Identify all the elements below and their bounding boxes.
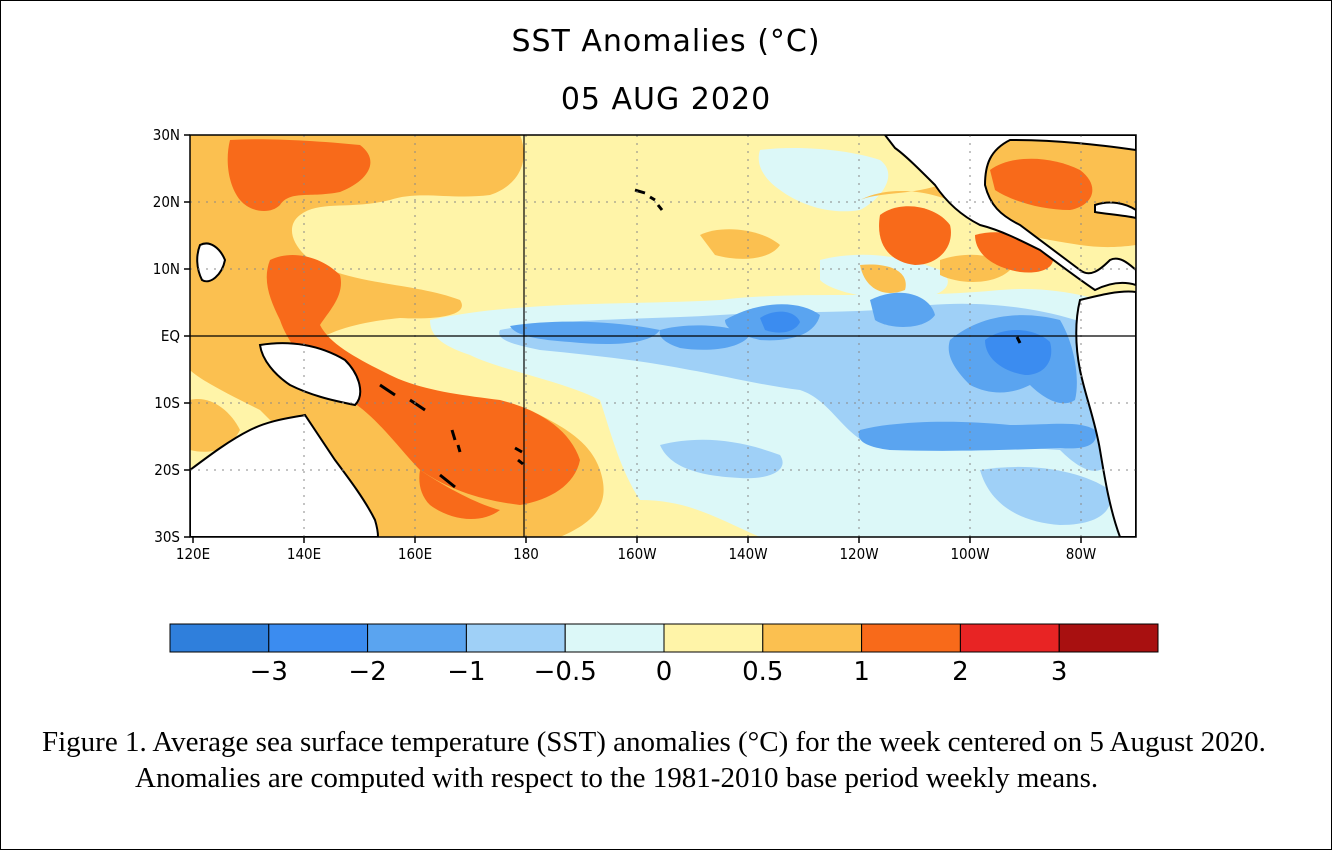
figure-caption: Figure 1. Average sea surface temperatur… xyxy=(42,726,1266,794)
cold-patch-equatorial-4 xyxy=(870,292,935,327)
cold-core-east xyxy=(985,330,1052,375)
colorbar-label: 3 xyxy=(1051,657,1068,687)
colorbar-swatch xyxy=(959,623,1060,653)
colorbar-label: −0.5 xyxy=(534,657,597,687)
lat-label: 30N xyxy=(153,126,180,144)
cold-patch-south xyxy=(660,439,783,479)
colorbar-label: 1 xyxy=(853,657,870,687)
warm-core-western-tropics xyxy=(266,255,580,505)
warm-core-caribbean xyxy=(990,158,1093,210)
island-hawaii xyxy=(634,188,664,211)
colorbar-label: 0 xyxy=(656,657,673,687)
colorbar-swatch xyxy=(169,623,270,653)
land-north-america xyxy=(883,135,1136,292)
colorbar xyxy=(169,623,1159,653)
lon-label: 180 xyxy=(513,545,539,563)
warm-patch-south-west-edge xyxy=(190,399,240,452)
latitude-labels: 30N 20N 10N EQ 10S 20S 30S xyxy=(153,126,190,546)
land-australia xyxy=(190,413,380,537)
island-solomons xyxy=(379,383,426,412)
lat-label: 10N xyxy=(153,260,180,278)
colorbar-swatch xyxy=(663,623,764,653)
lon-label: 160E xyxy=(398,545,432,563)
colorbar-label: 2 xyxy=(952,657,969,687)
lat-label: 30S xyxy=(154,528,180,546)
warm-patch-north-central xyxy=(700,229,780,259)
colorbar-labels: −3 −2 −1 −0.5 0 0.5 1 2 3 xyxy=(250,657,1068,687)
figure-title: SST Anomalies (°C) xyxy=(511,24,821,59)
warm-patch-east-1 xyxy=(860,264,906,293)
colorbar-swatch xyxy=(465,623,566,653)
warm-core-northwest xyxy=(227,139,371,212)
colorbar-swatch xyxy=(367,623,467,653)
lat-label: 10S xyxy=(154,394,180,412)
colorbar-swatch xyxy=(268,623,369,653)
lon-label: 80W xyxy=(1066,545,1097,563)
land-philippines xyxy=(196,242,227,283)
neutral-cool-north xyxy=(758,148,889,212)
lon-label: 120W xyxy=(839,545,878,563)
lon-label: 120E xyxy=(176,545,210,563)
longitude-labels: 120E 140E 160E 180 160W 140W 120W 100W 80W xyxy=(176,537,1096,563)
warm-core-northeast-1 xyxy=(879,206,951,265)
island-new-caledonia xyxy=(439,473,456,489)
lon-label: 100W xyxy=(950,545,989,563)
land-new-guinea xyxy=(258,342,362,407)
cold-patch-equatorial-1 xyxy=(510,321,660,345)
land-cuba xyxy=(1094,201,1136,220)
lat-label: 20N xyxy=(153,193,180,211)
colorbar-label: −3 xyxy=(250,657,288,687)
island-fiji xyxy=(514,446,524,466)
warm-core-southwest xyxy=(419,470,500,520)
colorbar-swatch xyxy=(564,623,665,653)
lon-label: 140E xyxy=(287,545,321,563)
island-galapagos xyxy=(1015,336,1022,344)
lon-label: 140W xyxy=(728,545,767,563)
colorbar-swatch xyxy=(1058,623,1159,653)
cold-core-central xyxy=(760,311,800,333)
lat-label: EQ xyxy=(161,327,180,345)
lat-label: 20S xyxy=(154,461,180,479)
cold-patch-southeast-2 xyxy=(858,421,1096,451)
cold-patch-equatorial-2 xyxy=(659,325,750,350)
colorbar-swatch xyxy=(861,623,961,653)
colorbar-label: 0.5 xyxy=(742,657,783,687)
figure-date: 05 AUG 2020 xyxy=(560,82,772,117)
colorbar-swatch xyxy=(762,623,863,653)
colorbar-label: −2 xyxy=(348,657,386,687)
cold-patch-southeast xyxy=(980,466,1111,525)
island-vanuatu xyxy=(450,429,462,453)
colorbar-label: −1 xyxy=(447,657,485,687)
land-south-america xyxy=(1075,290,1136,537)
lon-label: 160W xyxy=(617,545,656,563)
